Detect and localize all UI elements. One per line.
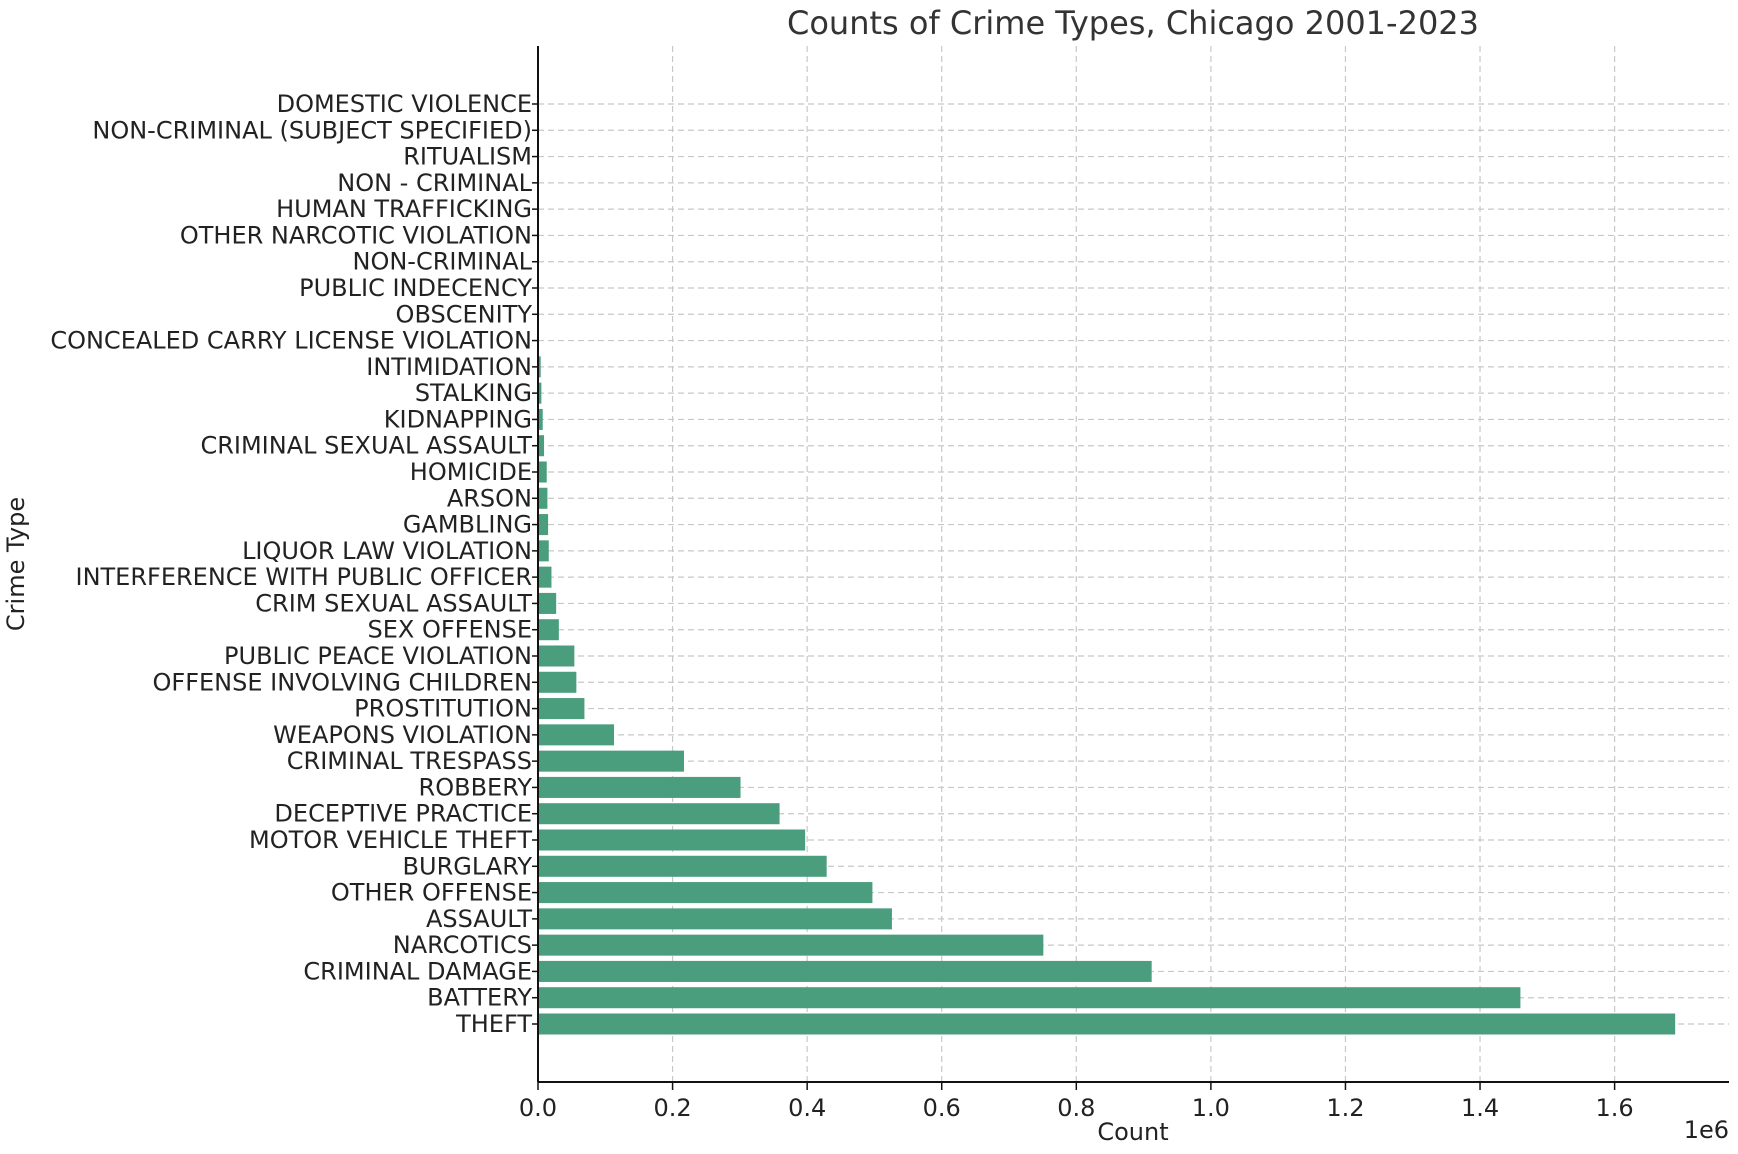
x-axis-title: Count <box>1097 1118 1168 1146</box>
category-label: DECEPTIVE PRACTICE <box>274 800 532 828</box>
bar <box>538 619 559 641</box>
bar <box>538 724 615 746</box>
bar <box>538 435 545 457</box>
bar <box>538 382 542 404</box>
category-label: WEAPONS VIOLATION <box>273 721 532 749</box>
category-label: CRIMINAL TRESPASS <box>287 747 532 775</box>
bar <box>538 356 541 378</box>
y-axis-title: Crime Type <box>2 497 30 631</box>
bar <box>538 987 1521 1009</box>
x-tick-label: 0.4 <box>788 1094 826 1122</box>
category-label: OTHER OFFENSE <box>331 879 532 907</box>
bar <box>538 540 549 562</box>
bar <box>538 829 806 851</box>
bar <box>538 934 1044 956</box>
category-label: BURGLARY <box>403 852 533 880</box>
bar <box>538 750 685 772</box>
bar <box>538 698 585 720</box>
x-tick-label: 0.8 <box>1057 1094 1095 1122</box>
category-label: NARCOTICS <box>393 931 532 959</box>
category-label: OBSCENITY <box>396 300 533 328</box>
category-label: ARSON <box>447 484 532 512</box>
category-label: NON-CRIMINAL <box>353 248 533 276</box>
category-label: NON - CRIMINAL <box>337 169 532 197</box>
bar <box>538 566 552 588</box>
category-label: NON-CRIMINAL (SUBJECT SPECIFIED) <box>92 116 532 144</box>
category-label: DOMESTIC VIOLENCE <box>277 90 532 118</box>
category-label: CRIMINAL DAMAGE <box>303 957 532 985</box>
category-label: PUBLIC PEACE VIOLATION <box>224 642 532 670</box>
bar <box>538 671 577 693</box>
bar <box>538 908 892 930</box>
category-label: OFFENSE INVOLVING CHILDREN <box>153 668 533 696</box>
bar <box>538 487 548 509</box>
category-label: THEFT <box>455 1010 532 1038</box>
x-tick-label: 1.6 <box>1596 1094 1634 1122</box>
x-tick-label: 1.0 <box>1192 1094 1230 1122</box>
x-tick-label: 1.4 <box>1461 1094 1499 1122</box>
category-label: HOMICIDE <box>410 458 532 486</box>
category-label: BATTERY <box>427 984 532 1012</box>
bar <box>538 855 827 877</box>
category-label: OTHER NARCOTIC VIOLATION <box>180 221 532 249</box>
category-label: LIQUOR LAW VIOLATION <box>242 537 532 565</box>
bar <box>538 776 741 798</box>
category-label: MOTOR VEHICLE THEFT <box>249 826 532 854</box>
bar <box>538 882 873 904</box>
category-label: CONCEALED CARRY LICENSE VIOLATION <box>50 327 532 355</box>
category-label: INTIMIDATION <box>366 353 532 381</box>
x-tick-label: 0.6 <box>923 1094 961 1122</box>
x-axis-offset-label: 1e6 <box>1684 1116 1729 1144</box>
bar <box>538 1013 1676 1035</box>
category-label: SEX OFFENSE <box>368 616 532 644</box>
grid-lines <box>538 46 1729 1082</box>
category-label: ROBBERY <box>419 773 533 801</box>
bar <box>538 514 549 536</box>
category-label: ASSAULT <box>426 905 532 933</box>
x-ticks: 0.0 0.2 0.4 0.6 0.8 1.0 1.2 1.4 1.6 <box>519 1082 1634 1122</box>
category-label: CRIM SEXUAL ASSAULT <box>255 589 532 617</box>
x-tick-label: 0.2 <box>653 1094 691 1122</box>
chart-title: Counts of Crime Types, Chicago 2001-2023 <box>787 4 1479 42</box>
bars <box>538 93 1676 1035</box>
category-label: PROSTITUTION <box>354 695 532 723</box>
category-label: RITUALISM <box>403 143 532 171</box>
category-label: PUBLIC INDECENCY <box>299 274 532 302</box>
bar <box>538 592 557 614</box>
x-tick-label: 1.2 <box>1326 1094 1364 1122</box>
category-label: INTERFERENCE WITH PUBLIC OFFICER <box>75 563 532 591</box>
category-label: STALKING <box>415 379 532 407</box>
category-label: GAMBLING <box>403 511 532 539</box>
bar <box>538 645 575 667</box>
bar <box>538 461 547 483</box>
x-tick-label: 0.0 <box>519 1094 557 1122</box>
bar <box>538 408 543 430</box>
category-label: KIDNAPPING <box>384 405 532 433</box>
bar <box>538 960 1152 982</box>
category-label: HUMAN TRAFFICKING <box>276 195 532 223</box>
bar <box>538 803 780 825</box>
category-label: CRIMINAL SEXUAL ASSAULT <box>200 432 532 460</box>
